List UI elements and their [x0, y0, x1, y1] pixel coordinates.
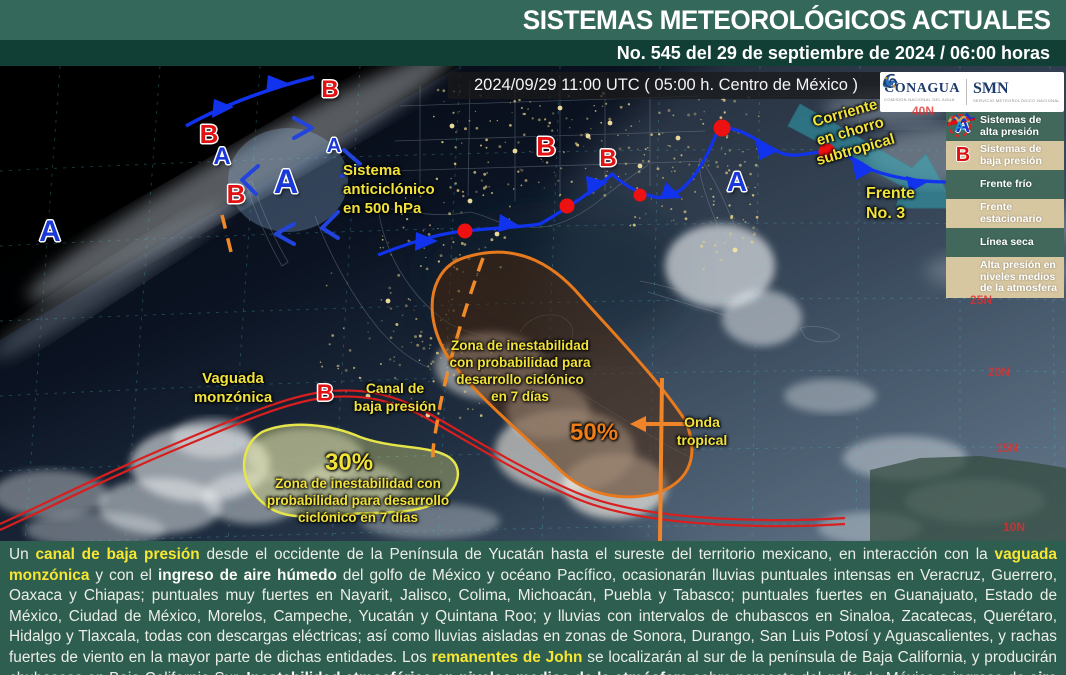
zone-30-outline: [242, 423, 460, 518]
forecast-segment: Un: [9, 546, 36, 563]
forecast-segment: y con el: [89, 566, 159, 584]
latitude-label: 25N: [970, 293, 993, 307]
logo-divider: [966, 79, 968, 105]
zone-30-percent: 30%: [325, 449, 374, 476]
canal-label: Canal de baja presión: [353, 380, 437, 414]
low-pressure-symbol: B: [226, 179, 246, 209]
earth-limb-clouds: [27, 66, 453, 301]
legend-row: Frente estacionario: [946, 113, 1064, 228]
legend-label: Sistemas de alta presión: [980, 114, 1042, 138]
legend: A Sistemas de alta presión B Sistemas de ba…: [946, 112, 1064, 298]
zone-50-label: Zona de inestabilidad con probabilidad p…: [449, 338, 591, 404]
latitude-label: 10N: [1003, 520, 1026, 534]
high-pressure-symbol: A: [726, 166, 748, 197]
forecast-segment: aire húmedo: [9, 670, 1057, 675]
legend-row: Frente frío: [946, 112, 1064, 199]
smn-name: SMN: [973, 80, 1009, 97]
header-bar: SISTEMAS METEOROLÓGICOS ACTUALES: [0, 0, 1066, 40]
forecast-segment: remanentes de John: [431, 648, 583, 666]
low-pressure-symbol: B: [316, 379, 334, 406]
smn-logo: SMN SERVICIO METEOROLÓGICO NACIONAL: [883, 73, 1060, 103]
legend-label: Alta presión en niveles medios de la atm…: [980, 259, 1058, 294]
cold-front-northwest: [185, 75, 315, 128]
high-pressure-symbol: A: [273, 163, 299, 201]
latitude-label: 40N: [912, 104, 935, 118]
latitude-label: 20N: [988, 365, 1011, 379]
satellite-map-graphics: [0, 66, 1066, 541]
front-number-label: Frente No. 3: [866, 185, 915, 222]
low-pressure-symbol: B: [599, 145, 617, 172]
south-america-land: [870, 456, 1066, 541]
earth-limb-haze: [0, 203, 228, 359]
subheader-bar: No. 545 del 29 de septiembre de 2024 / 0…: [0, 40, 1066, 66]
bulletin-number: No. 545 del 29 de septiembre de 2024 / 0…: [616, 42, 1050, 63]
city-lights: [319, 85, 760, 420]
forecast-segment: canal de baja presión: [35, 546, 200, 563]
logo-box: CONAGUA COMISIÓN NACIONAL DEL AGUA SMN S…: [880, 72, 1064, 112]
smn-caption: SERVICIO METEOROLÓGICO NACIONAL: [973, 98, 1060, 103]
page-title: SISTEMAS METEOROLÓGICOS ACTUALES: [522, 4, 1051, 35]
vaguada-label: Vaguada monzónica: [193, 370, 273, 406]
high-pressure-symbol: A: [213, 143, 231, 170]
legend-label: Sistemas de baja presión: [980, 143, 1042, 167]
latitude-label: 15N: [996, 441, 1019, 455]
coastlines: [245, 76, 841, 459]
svg-text:A: A: [955, 119, 965, 134]
low-pressure-icon: B: [955, 144, 971, 166]
graticule: [0, 66, 1066, 541]
forecast-segment: Inestabilidad atmosférica en niveles med…: [246, 670, 688, 675]
forecast-text-panel: Un canal de baja presión desde el occide…: [0, 541, 1066, 675]
high-pressure-symbol: A: [39, 215, 61, 248]
forecast-segment: ingreso de aire húmedo: [158, 566, 337, 584]
legend-label: Frente estacionario: [980, 201, 1042, 225]
legend-row: B Sistemas de baja presión: [946, 141, 1064, 170]
tropical-wave: [630, 377, 700, 541]
satellite-map: 2024/09/29 11:00 UTC ( 05:00 h. Centro d…: [0, 66, 1066, 541]
timestamp-text: 2024/09/29 11:00 UTC ( 05:00 h. Centro d…: [474, 76, 858, 94]
legend-row: A Sistemas de alta presión: [946, 112, 1064, 141]
forecast-paragraph: Un canal de baja presión desde el occide…: [0, 541, 1066, 675]
smn-spiral-icon: [883, 73, 897, 88]
legend-row: A Alta presión en niveles medios de la at…: [946, 114, 1064, 298]
space-corner: [0, 66, 460, 340]
low-pressure-symbol: B: [321, 76, 339, 103]
forecast-segment: desde el occidente de la Península de Yu…: [199, 546, 995, 563]
zone-50-outline: [430, 250, 694, 499]
trough-dashed-lines: [220, 214, 485, 463]
legend-row: Línea seca: [946, 115, 1064, 257]
forecast-segment: se localizarán al sur de la península de…: [9, 648, 1057, 675]
forecast-segment: del golfo de México y océano Pacífico, o…: [9, 566, 1057, 666]
forecast-segment: sobre noroeste del golfo de México e ing…: [688, 670, 1029, 675]
conagua-caption: COMISIÓN NACIONAL DEL AGUA: [884, 97, 955, 102]
forecast-segment: vaguada monzónica: [9, 546, 1057, 584]
timestamp-bar: 2024/09/29 11:00 UTC ( 05:00 h. Centro d…: [448, 72, 884, 99]
zone-50-percent: 50%: [570, 419, 619, 446]
monsoon-trough-line: [0, 389, 846, 532]
low-pressure-symbol: B: [199, 119, 219, 149]
anticyclone-label: Sistema anticiclónico en 500 hPa: [343, 162, 435, 217]
legend-label: Línea seca: [980, 235, 1034, 248]
tropical-wave-label: Onda tropical: [676, 414, 728, 448]
legend-label: Frente frío: [980, 177, 1032, 190]
zone-30-label: Zona de inestabilidad con probabilidad p…: [266, 476, 450, 525]
low-pressure-symbol: B: [536, 131, 556, 162]
anticyclone-circulation: [228, 116, 362, 246]
high-pressure-symbol: A: [326, 135, 342, 157]
stationary-front: [377, 119, 949, 257]
conagua-name: CONAGUA: [884, 81, 961, 96]
